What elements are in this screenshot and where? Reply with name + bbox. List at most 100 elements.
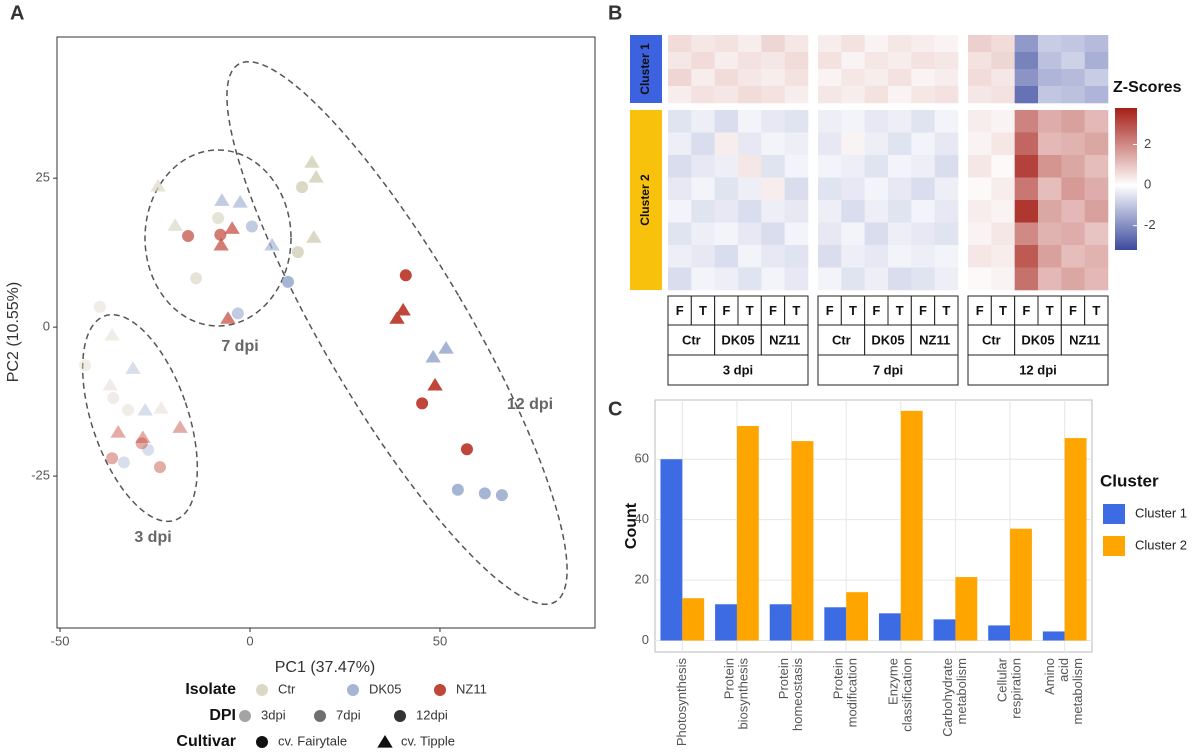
data-point [93,300,106,313]
heatmap-cell [888,267,912,291]
heatmap-cell [1014,35,1039,53]
heatmap-cell [991,52,1015,70]
heatmap-cell [1084,52,1109,70]
x-tick-label: Protein [831,658,846,699]
heatmap-cell [784,132,809,156]
heatmap-cell [991,200,1015,223]
heatmap-cell [1038,177,1062,201]
legend-swatch [434,684,446,696]
data-point [389,311,405,324]
heatmap-cell [668,267,692,291]
heatmap-cell [691,177,715,201]
heatmap-cell [841,35,865,53]
heatmap-cell [1061,110,1085,133]
bar [988,625,1011,641]
isolate-header: Ctr [682,332,701,347]
heatmap-cell [888,35,912,53]
heatmap-cell [1084,132,1109,156]
data-point [425,349,441,363]
heatmap-cell [968,267,992,291]
heatmap-cell [714,245,739,268]
heatmap-cell [668,155,692,178]
heatmap-cell [888,200,912,223]
heatmap-cell [864,86,889,104]
legend-label: Cluster 2 [1135,537,1187,552]
heatmap-cell [691,200,715,223]
heatmap-cell [1038,69,1062,87]
heatmap-cell [818,132,842,156]
heatmap-cell [888,52,912,70]
dpi-header: 12 dpi [1019,362,1057,377]
heatmap-cell [761,69,785,87]
legend-title: DPI [209,707,236,724]
cultivar-header: F [976,303,984,318]
cultivar-header: F [919,303,927,318]
data-point [102,377,118,391]
heatmap-cell [1014,69,1039,87]
data-point [167,218,183,231]
heatmap-cell [968,155,992,178]
legend-label: 12dpi [416,707,448,722]
heatmap-cell [1014,267,1039,291]
y-axis-label: PC2 (10.55%) [5,282,22,383]
legend-swatch [1103,536,1125,556]
heatmap-cell [864,110,889,133]
heatmap-cell [761,35,785,53]
legend-title: Cluster [1100,471,1159,490]
data-point [213,237,229,251]
heatmap-cell [934,110,959,133]
heatmap-cell [784,86,809,104]
x-tick-label: acid [1056,658,1071,682]
heatmap-cell [934,155,959,178]
isolate-header-cell [967,324,1016,356]
legend-label: DK05 [369,681,402,696]
y-tick-label: 20 [635,572,649,587]
data-point [107,392,120,405]
heatmap-cell [1084,155,1109,178]
heatmap-cell [668,177,692,201]
x-tick-label: biosynthesis [735,658,750,730]
heatmap-cell [934,69,959,87]
heatmap-cell [784,222,809,246]
cultivar-header: T [896,303,904,318]
data-point [153,461,166,474]
legend-label: Ctr [278,681,296,696]
legend-swatch [239,710,251,722]
x-tick-label: Protein [721,658,736,699]
heatmap-cell [968,52,992,70]
heatmap-cell [1084,200,1109,223]
cultivar-header: T [849,303,857,318]
legend-swatch [256,736,268,748]
heatmap-cell [761,245,785,268]
heatmap-cell [1038,155,1062,178]
cultivar-header: F [1022,303,1030,318]
data-point [304,155,320,168]
heatmap-cell [784,200,809,223]
heatmap-cell [911,110,935,133]
x-tick-label: Protein [776,658,791,699]
heatmap-cell [911,155,935,178]
heatmap-cell [1038,200,1062,223]
heatmap-cell [841,177,865,201]
heatmap-cell [934,35,959,53]
heatmap-cell [934,222,959,246]
heatmap-cell [691,132,715,156]
y-tick-label: -25 [31,468,50,483]
data-point [220,311,236,324]
heatmap-cell [1084,110,1109,133]
cultivar-header: T [792,303,800,318]
heatmap-cell [911,86,935,104]
x-tick-label: Enzyme [885,658,900,705]
heatmap-cell [761,222,785,246]
heatmap-cell [818,86,842,104]
heatmap-cell [738,132,762,156]
heatmap-cell [991,110,1015,133]
data-point [110,424,126,438]
heatmap-cell [691,110,715,133]
heatmap-cell [714,86,739,104]
legend-title: Isolate [185,681,236,698]
heatmap-cell [1014,245,1039,268]
x-tick-label: Photosynthesis [674,658,689,747]
heatmap-cell [761,155,785,178]
data-point [135,430,151,443]
